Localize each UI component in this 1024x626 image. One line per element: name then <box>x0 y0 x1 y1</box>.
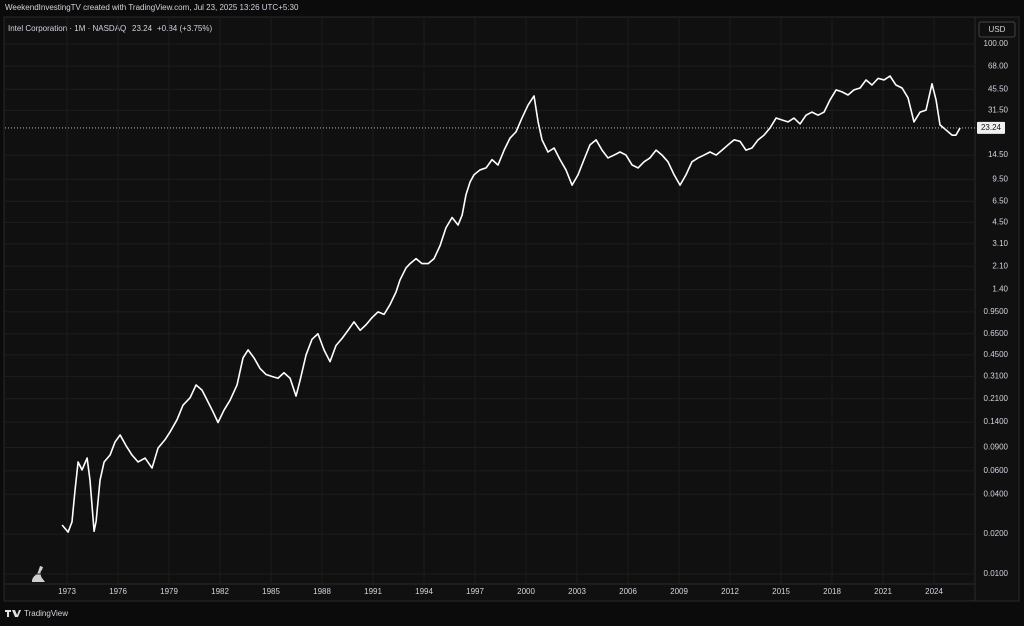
caption: WeekendInvestingTV created with TradingV… <box>5 3 299 12</box>
x-tick-label: 2003 <box>568 587 586 596</box>
x-tick-label: 2012 <box>721 587 739 596</box>
x-tick-label: 1985 <box>262 587 280 596</box>
y-tick-label: 0.9500 <box>984 307 1009 316</box>
price-label: 23.24 <box>981 123 1002 132</box>
y-tick-label: 2.10 <box>992 261 1008 270</box>
y-tick-label: 0.0200 <box>984 529 1009 538</box>
y-tick-label: 68.00 <box>988 61 1009 70</box>
y-tick-label: 1.40 <box>992 285 1008 294</box>
y-tick-label: 3.10 <box>992 239 1008 248</box>
x-tick-label: 1976 <box>109 587 127 596</box>
x-tick-label: 2006 <box>619 587 637 596</box>
footer-brand: TradingView <box>24 609 68 618</box>
y-tick-label: 14.50 <box>988 150 1009 159</box>
y-tick-label: 0.0100 <box>984 569 1009 578</box>
legend-change: +0.84 (+3.75%) <box>157 24 212 33</box>
currency-label[interactable]: USD <box>989 25 1006 34</box>
y-tick-label: 0.1400 <box>984 417 1009 426</box>
y-tick-label: 9.50 <box>992 175 1008 184</box>
x-tick-label: 1997 <box>466 587 484 596</box>
x-tick-label: 1994 <box>415 587 433 596</box>
chart-panel <box>3 16 1020 602</box>
x-tick-label: 1982 <box>211 587 229 596</box>
x-tick-label: 2024 <box>925 587 943 596</box>
x-tick-label: 1973 <box>58 587 76 596</box>
y-tick-label: 0.3100 <box>984 371 1009 380</box>
currency-button[interactable] <box>978 21 1016 38</box>
y-tick-label: 4.50 <box>992 218 1008 227</box>
footer-logo <box>5 610 21 617</box>
y-tick-label: 100.00 <box>984 39 1009 48</box>
price-line-series <box>61 75 961 533</box>
x-tick-label: 1991 <box>364 587 382 596</box>
x-tick-label: 2000 <box>517 587 535 596</box>
y-tick-label: 0.4500 <box>984 350 1009 359</box>
x-tick-label: 1988 <box>313 587 331 596</box>
price-label-box <box>977 121 1005 134</box>
y-tick-label: 0.6500 <box>984 329 1009 338</box>
grid <box>5 18 975 584</box>
y-tick-label: 0.0900 <box>984 443 1009 452</box>
x-tick-label: 2018 <box>823 587 841 596</box>
y-tick-label: 0.0600 <box>984 466 1009 475</box>
y-tick-label: 0.2100 <box>984 394 1009 403</box>
x-tick-label: 2021 <box>874 587 892 596</box>
x-tick-label: 2009 <box>670 587 688 596</box>
y-tick-label: 31.50 <box>988 106 1009 115</box>
y-tick-label: 6.50 <box>992 196 1008 205</box>
y-tick-label: 45.50 <box>988 84 1009 93</box>
x-tick-label: 1979 <box>160 587 178 596</box>
legend-price: 23.24 <box>132 24 153 33</box>
y-tick-label: 0.0400 <box>984 489 1009 498</box>
x-tick-label: 2015 <box>772 587 790 596</box>
